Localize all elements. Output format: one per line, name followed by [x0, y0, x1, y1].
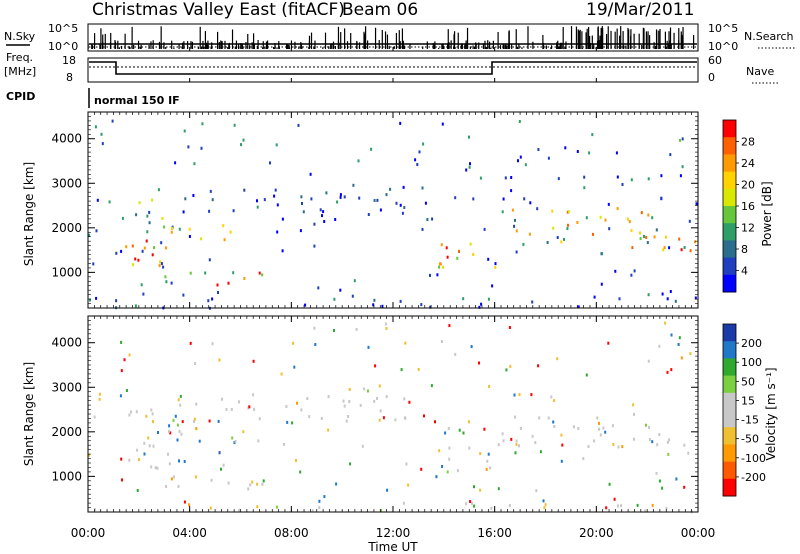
nsky-tick-top: 10^5 [48, 22, 78, 35]
x-axis: 00:00 04:00 08:00 12:00 16:00 20:00 00:00 [71, 47, 716, 540]
velocity-panel: 4000 3000 2000 1000 Slant Range [km] 200 100… [22, 315, 778, 514]
colorbar-tick: 200 [741, 337, 762, 350]
x-tick-label: 12:00 [376, 526, 411, 540]
colorbar-swatch [723, 206, 736, 224]
date-label: 19/Mar/2011 [586, 0, 694, 20]
colorbar-swatch [723, 154, 736, 173]
colorbar-swatch [723, 341, 736, 359]
y-tick-label: 2000 [51, 221, 82, 235]
colorbar-swatch [723, 188, 736, 207]
colorbar-tick: 28 [741, 136, 755, 149]
colorbar-swatch [723, 444, 736, 463]
cpid-label: CPID [6, 90, 35, 103]
x-tick-label: 20:00 [579, 526, 614, 540]
colorbar-swatch [723, 427, 736, 445]
colorbar-tick: 15 [741, 394, 755, 407]
y-tick-label: 2000 [51, 425, 82, 439]
x-tick-label: 04:00 [172, 526, 207, 540]
y-tick-label: 3000 [51, 176, 82, 190]
cpid-value: normal 150 IF [94, 94, 180, 107]
nsky-tick-bottom: 10^0 [48, 40, 78, 53]
colorbar-tick: -200 [741, 471, 766, 484]
colorbar-tick: 100 [741, 356, 762, 369]
y-tick-label: 4000 [51, 132, 82, 146]
colorbar-swatch [723, 375, 736, 394]
colorbar-tick: -50 [741, 433, 759, 446]
freq-panel: Freq. [MHz] 18 8 60 0 Nave [4, 51, 778, 84]
power-panel: 4000 3000 2000 1000 Slant Range [km] 28 24 20… [22, 111, 774, 310]
x-tick-label: 08:00 [274, 526, 309, 540]
colorbar-swatch [723, 324, 736, 342]
freq-tick-top: 18 [62, 54, 76, 67]
colorbar-tick: 4 [741, 265, 748, 278]
colorbar-tick: -100 [741, 452, 766, 465]
colorbar-tick: 16 [741, 200, 755, 213]
x-tick-label: 00:00 [71, 526, 106, 540]
colorbar-tick: 20 [741, 179, 755, 192]
colorbar-swatch [723, 120, 736, 138]
colorbar-swatch [723, 410, 736, 428]
colorbar-tick: 24 [741, 157, 755, 170]
nave-tick-bottom: 0 [708, 71, 715, 84]
colorbar-swatch [723, 240, 736, 259]
power-ylabel: Slant Range [km] [22, 162, 36, 266]
nsky-panel: N.Sky 10^5 10^0 10^5 10^0 N.Search [4, 22, 796, 53]
colorbar-swatch [723, 223, 736, 241]
freq-tick-bottom: 8 [66, 71, 73, 84]
colorbar-tick: 12 [741, 222, 755, 235]
colorbar-swatch [723, 358, 736, 377]
nsearch-tick-bottom: 10^0 [708, 40, 738, 53]
colorbar-swatch [723, 478, 736, 497]
colorbar-swatch [723, 257, 736, 276]
colorbar-swatch [723, 274, 736, 293]
nave-tick-top: 60 [708, 54, 722, 67]
nsearch-tick-top: 10^5 [708, 22, 738, 35]
power-colorbar-label: Power [dB] [760, 181, 774, 246]
x-tick-label: 00:00 [681, 526, 716, 540]
colorbar-swatch [723, 392, 736, 411]
freq-label: Freq. [6, 51, 33, 64]
colorbar-tick: 8 [741, 243, 748, 256]
velocity-ylabel: Slant Range [km] [22, 362, 36, 466]
velocity-colorbar-label: Velocity [m s⁻¹] [764, 367, 778, 460]
x-tick-label: 16:00 [477, 526, 512, 540]
colorbar-swatch [723, 461, 736, 480]
cpid-row: CPID normal 150 IF [6, 88, 180, 108]
y-tick-label: 3000 [51, 380, 82, 394]
plot-title: Christmas Valley East (fitACF) [92, 0, 345, 20]
colorbar-tick: -15 [741, 414, 759, 427]
y-tick-label: 1000 [51, 469, 82, 483]
nave-label: Nave [746, 65, 774, 78]
x-axis-label: Time UT [367, 540, 418, 554]
freq-unit: [MHz] [4, 65, 36, 78]
y-tick-label: 1000 [51, 265, 82, 279]
colorbar-tick: 50 [741, 375, 755, 388]
colorbar-swatch [723, 137, 736, 155]
beam-label: Beam 06 [342, 0, 418, 20]
colorbar-swatch [723, 171, 736, 190]
y-tick-label: 4000 [51, 336, 82, 350]
nsky-label: N.Sky [4, 30, 36, 43]
nsearch-label: N.Search [744, 30, 794, 43]
